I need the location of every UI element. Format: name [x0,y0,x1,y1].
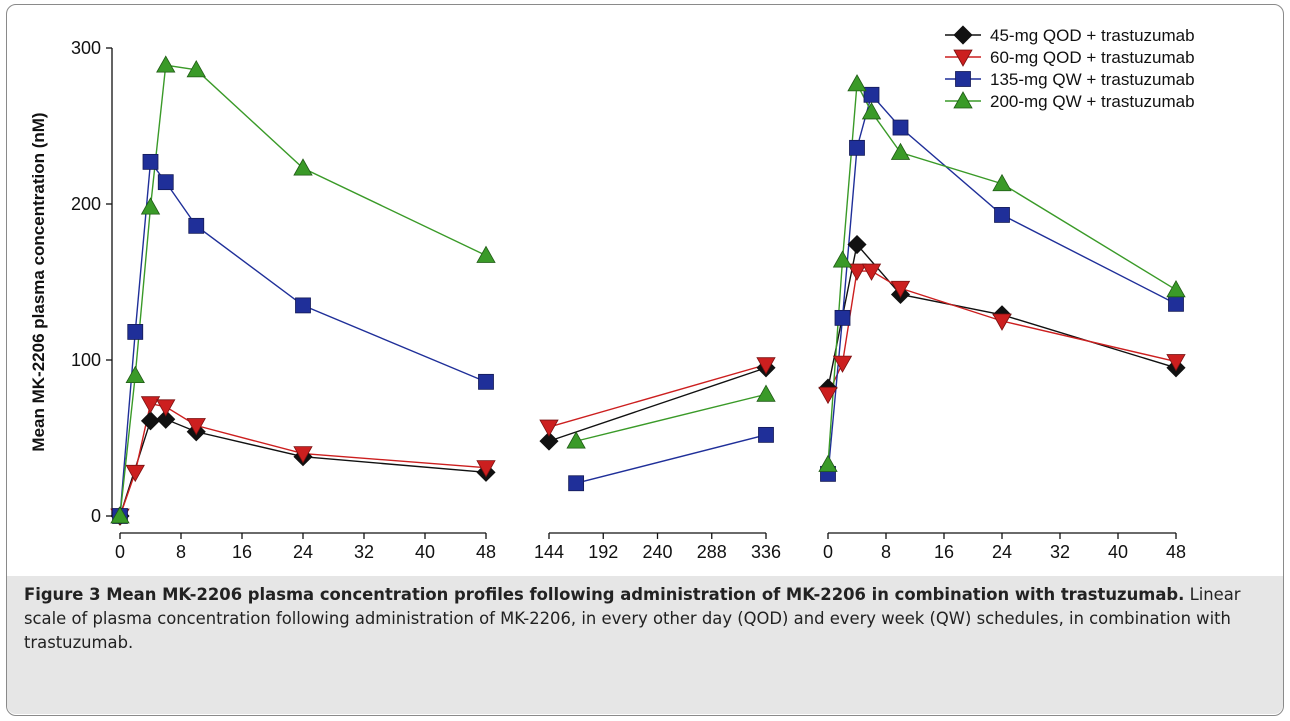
panel-2-line-45-mg-qod-trastuzumab [548,367,767,442]
figure-frame [6,4,1284,716]
panel-2-x-tick-label-240: 240 [642,542,672,562]
panel-3-point-135-mg-qw-trastuzumab-3 [863,86,880,103]
panel-1-point-60-mg-qod-trastuzumab-2 [140,396,161,414]
panel-1-point-200-mg-qw-trastuzumab-0 [110,506,130,524]
panel-1-point-200-mg-qw-trastuzumab-6 [476,245,496,263]
panel-3-point-135-mg-qw-trastuzumab-1 [834,309,851,326]
panel-3-point-200-mg-qw-trastuzumab-3 [861,102,882,120]
panel-2-point-45-mg-qod-trastuzumab-0 [539,431,559,451]
panel-1-x-tick-label-48: 48 [476,542,496,562]
panel-1-point-135-mg-qw-trastuzumab-4 [188,217,205,234]
legend-60-mg-qod-trastuzumab-label: 60-mg QOD + trastuzumab [990,48,1195,67]
panel-1-point-200-mg-qw-trastuzumab-1 [125,365,145,384]
figure-caption: Figure 3 Mean MK-2206 plasma concentrati… [24,583,1269,655]
panel-3-x-tick-label-0: 0 [823,542,833,562]
panel-3-x-tick-label-40: 40 [1108,542,1128,562]
y-tick-label-200: 200 [71,194,101,214]
panel-1-point-135-mg-qw-trastuzumab-5 [295,297,311,314]
plasma-concentration-chart: 0 100 200 300 Mean MK-2206 plasma concentrat… [29,25,1195,576]
panel-1-point-135-mg-qw-trastuzumab-6 [478,373,494,390]
panel-2-line-135-mg-qw-trastuzumab [575,434,767,484]
panel-1-point-60-mg-qod-trastuzumab-3 [156,399,176,417]
panel-3-point-60-mg-qod-trastuzumab-1 [832,355,853,373]
panel-2-point-60-mg-qod-trastuzumab-1 [756,357,776,375]
panel-3-point-60-mg-qod-trastuzumab-0 [818,386,838,405]
panel-3-point-200-mg-qw-trastuzumab-4 [890,142,911,160]
y-axis-title: Mean MK-2206 plasma concentration (nM) [29,112,48,451]
panel-3-point-135-mg-qw-trastuzumab-2 [849,139,865,156]
y-tick-label-100: 100 [71,350,101,370]
panel-1-line-45-mg-qod-trastuzumab [119,418,487,517]
panel-3-line-135-mg-qw-trastuzumab [827,93,1177,474]
panel-1-point-135-mg-qw-trastuzumab-3 [157,174,174,191]
panel-2-point-200-mg-qw-trastuzumab-0 [566,431,586,449]
panel-3-point-200-mg-qw-trastuzumab-1 [832,250,853,268]
legend-135-mg-qw-trastuzumab-label: 135-mg QW + trastuzumab [990,70,1195,89]
caption-label: Figure 3 Mean MK-2206 plasma concentrati… [24,585,1185,604]
panel-1-x-tick-label-24: 24 [293,542,313,562]
panel-3-point-60-mg-qod-trastuzumab-4 [890,280,911,299]
panel-3-x-tick-label-8: 8 [881,542,891,562]
panel-1-point-200-mg-qw-trastuzumab-3 [156,55,176,73]
panel-3-point-45-mg-qod-trastuzumab-1 [847,234,867,255]
caption-background [7,576,1283,714]
legend-45-mg-qod-trastuzumab-marker [953,25,973,45]
panel-3-point-200-mg-qw-trastuzumab-2 [847,74,867,92]
panel-1-point-60-mg-qod-trastuzumab-6 [476,460,496,478]
panel-1-point-60-mg-qod-trastuzumab-5 [293,446,313,464]
panel-3-point-135-mg-qw-trastuzumab-5 [994,207,1010,223]
panel-3-x-tick-label-16: 16 [934,542,954,562]
panel-1-point-200-mg-qw-trastuzumab-2 [140,197,161,215]
panel-1-point-135-mg-qw-trastuzumab-1 [127,324,144,340]
panel-1-point-60-mg-qod-trastuzumab-4 [186,418,206,436]
panel-2-line-60-mg-qod-trastuzumab [548,364,767,428]
panel-3-line-200-mg-qw-trastuzumab [827,81,1177,465]
panel-3-point-200-mg-qw-trastuzumab-5 [992,173,1012,192]
panel-3-point-200-mg-qw-trastuzumab-0 [818,454,838,472]
panel-2-x-tick-label-192: 192 [588,542,618,562]
panel-1-point-135-mg-qw-trastuzumab-2 [142,153,159,170]
panel-2-point-60-mg-qod-trastuzumab-0 [539,419,559,437]
panel-2-x-tick-label-288: 288 [697,542,727,562]
panel-1-x-tick-label-8: 8 [176,542,186,562]
panel-3-x-tick-label-32: 32 [1050,542,1070,562]
panel-3-x-axis-title: Time (hr) [964,575,1041,576]
panel-3-line-60-mg-qod-trastuzumab [827,270,1177,395]
panel-3-point-60-mg-qod-trastuzumab-3 [861,263,882,281]
panel-1-x-tick-label-40: 40 [415,542,435,562]
panel-3-point-135-mg-qw-trastuzumab-6 [1168,295,1184,312]
panel-3-point-60-mg-qod-trastuzumab-5 [992,313,1012,331]
legend-200-mg-qw-trastuzumab-label: 200-mg QW + trastuzumab [990,92,1195,111]
panel-3-point-60-mg-qod-trastuzumab-2 [847,263,867,281]
panel-2-point-135-mg-qw-trastuzumab-0 [568,475,585,492]
legend-200-mg-qw-trastuzumab-marker [953,91,973,109]
legend-135-mg-qw-trastuzumab-marker [955,71,971,87]
caption-text: Linear scale of plasma concentration fol… [24,585,1241,652]
panel-2-x-tick-label-144: 144 [534,542,564,562]
panel-1-x-tick-label-0: 0 [115,542,125,562]
legend-60-mg-qod-trastuzumab-marker [953,49,973,67]
panel-3-x-tick-label-48: 48 [1166,542,1186,562]
panel-3-x-tick-label-24: 24 [992,542,1012,562]
panel-3-point-135-mg-qw-trastuzumab-4 [892,119,909,136]
panel-1-x-axis-title: Time (hr) [265,575,342,576]
y-tick-label-0: 0 [91,506,101,526]
panel-3-point-200-mg-qw-trastuzumab-6 [1166,279,1186,298]
panel-2-point-200-mg-qw-trastuzumab-1 [756,384,776,402]
panel-3-point-60-mg-qod-trastuzumab-6 [1166,354,1186,372]
panel-1-x-tick-label-32: 32 [354,542,374,562]
panel-1-point-45-mg-qod-trastuzumab-1 [140,411,161,431]
panel-2-x-tick-label-336: 336 [751,542,781,562]
panel-2-point-135-mg-qw-trastuzumab-1 [758,426,774,443]
panel-2-x-axis-title: Time (hr) [619,575,696,576]
panel-1-point-200-mg-qw-trastuzumab-5 [293,158,313,176]
panel-1-point-45-mg-qod-trastuzumab-2 [156,409,176,429]
panel-2-line-200-mg-qw-trastuzumab [575,393,767,442]
panel-1-point-60-mg-qod-trastuzumab-1 [125,464,145,483]
panel-1-x-tick-label-16: 16 [232,542,252,562]
y-tick-label-300: 300 [71,38,101,58]
panel-1-point-200-mg-qw-trastuzumab-4 [186,60,206,78]
legend-45-mg-qod-trastuzumab-label: 45-mg QOD + trastuzumab [990,26,1195,45]
